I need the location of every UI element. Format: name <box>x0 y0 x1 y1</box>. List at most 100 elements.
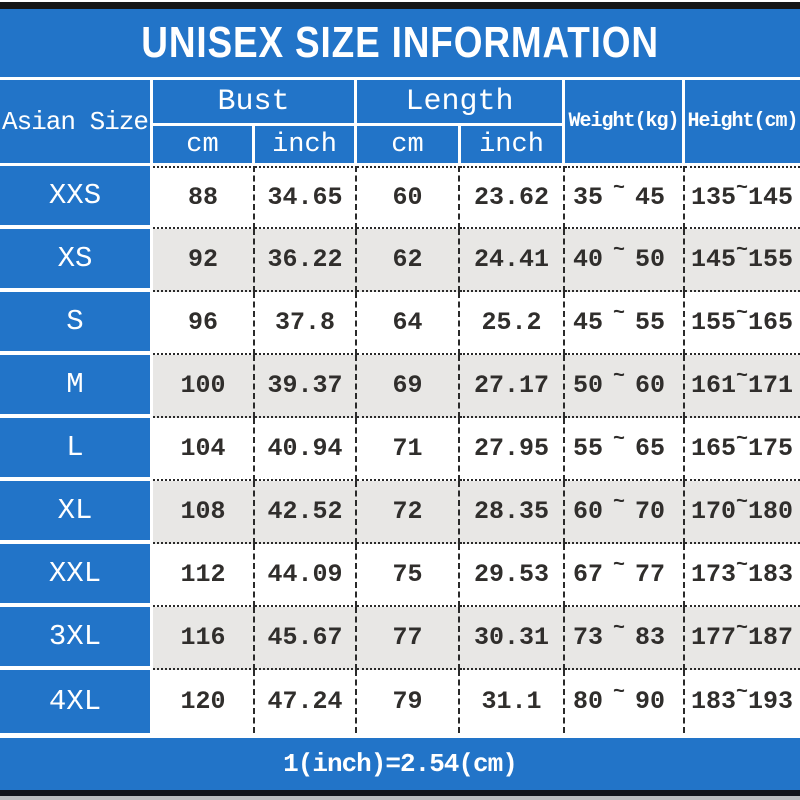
cell-length-inch: 30.31 <box>460 607 565 670</box>
size-label: S <box>0 292 153 355</box>
cell-bust-inch: 40.94 <box>255 418 357 481</box>
header-bust-inch: inch <box>255 126 354 163</box>
top-white-strip <box>0 0 800 2</box>
cell-length-inch: 23.62 <box>460 166 565 229</box>
table-row: XXL 112 44.09 75 29.53 67 ~77 173 ~183 <box>0 544 800 607</box>
cell-length-inch: 24.41 <box>460 229 565 292</box>
header-height: Height(cm) <box>685 80 800 163</box>
bottom-black-bar <box>0 790 800 796</box>
height-min: 161 <box>691 371 737 400</box>
table-row: L 104 40.94 71 27.95 55 ~65 165 ~175 <box>0 418 800 481</box>
height-max: 175 <box>748 434 794 463</box>
cell-bust-cm: 104 <box>153 418 255 481</box>
header-length-cm: cm <box>357 126 461 163</box>
tilde-separator: ~ <box>736 239 749 262</box>
title-banner: UNISEX SIZE INFORMATION <box>0 9 800 77</box>
height-max: 183 <box>748 560 794 589</box>
size-label: XL <box>0 481 153 544</box>
tilde-separator: ~ <box>612 681 625 704</box>
cell-bust-inch: 36.22 <box>255 229 357 292</box>
cell-height-range: 155 ~165 <box>685 292 800 355</box>
cell-height-range: 161 ~171 <box>685 355 800 418</box>
height-max: 171 <box>748 371 794 400</box>
size-label: M <box>0 355 153 418</box>
cell-height-range: 177 ~187 <box>685 607 800 670</box>
weight-max: 70 <box>634 497 665 526</box>
cell-length-cm: 79 <box>357 670 460 733</box>
table-row: XXS 88 34.65 60 23.62 35 ~45 135 ~145 <box>0 166 800 229</box>
weight-min: 73 <box>573 623 604 652</box>
weight-max: 90 <box>634 687 665 716</box>
tilde-separator: ~ <box>612 365 625 388</box>
header-weight: Weight(kg) <box>565 80 685 163</box>
cell-length-cm: 75 <box>357 544 460 607</box>
cell-weight-range: 40 ~50 <box>565 229 685 292</box>
tilde-separator: ~ <box>736 302 749 325</box>
tilde-separator: ~ <box>612 617 625 640</box>
header-bust-subrow: cm inch <box>153 126 354 163</box>
cell-length-cm: 60 <box>357 166 460 229</box>
header-bust-cm: cm <box>153 126 255 163</box>
height-max: 155 <box>748 245 794 274</box>
weight-max: 50 <box>634 245 665 274</box>
tilde-separator: ~ <box>612 491 625 514</box>
weight-max: 83 <box>634 623 665 652</box>
cell-bust-inch: 34.65 <box>255 166 357 229</box>
cell-height-range: 145 ~155 <box>685 229 800 292</box>
weight-min: 50 <box>573 371 604 400</box>
cell-length-inch: 28.35 <box>460 481 565 544</box>
tilde-separator: ~ <box>736 428 749 451</box>
cell-weight-range: 60 ~70 <box>565 481 685 544</box>
header-group-length: Length cm inch <box>357 80 565 163</box>
cell-length-cm: 64 <box>357 292 460 355</box>
tilde-separator: ~ <box>612 177 625 200</box>
cell-length-cm: 69 <box>357 355 460 418</box>
cell-length-cm: 62 <box>357 229 460 292</box>
cell-bust-cm: 96 <box>153 292 255 355</box>
bottom-gray-strip <box>0 796 800 800</box>
cell-height-range: 135 ~145 <box>685 166 800 229</box>
weight-max: 60 <box>634 371 665 400</box>
weight-min: 80 <box>573 687 604 716</box>
cell-length-cm: 72 <box>357 481 460 544</box>
divider <box>0 733 800 738</box>
cell-bust-cm: 88 <box>153 166 255 229</box>
header-bust-label: Bust <box>153 80 354 126</box>
cell-height-range: 173 ~183 <box>685 544 800 607</box>
tilde-separator: ~ <box>736 491 749 514</box>
tilde-separator: ~ <box>736 177 749 200</box>
weight-min: 67 <box>573 560 604 589</box>
weight-min: 60 <box>573 497 604 526</box>
divider <box>0 77 800 80</box>
tilde-separator: ~ <box>612 302 625 325</box>
size-label: XXL <box>0 544 153 607</box>
tilde-separator: ~ <box>736 681 749 704</box>
header-asian-size: Asian Size <box>0 80 153 163</box>
cell-length-inch: 29.53 <box>460 544 565 607</box>
cell-bust-cm: 92 <box>153 229 255 292</box>
weight-max: 77 <box>634 560 665 589</box>
cell-weight-range: 50 ~60 <box>565 355 685 418</box>
weight-max: 65 <box>634 434 665 463</box>
table-row: M 100 39.37 69 27.17 50 ~60 161 ~171 <box>0 355 800 418</box>
height-max: 180 <box>748 497 794 526</box>
conversion-footer: 1(inch)=2.54(cm) <box>0 738 800 790</box>
cell-bust-cm: 100 <box>153 355 255 418</box>
cell-height-range: 165 ~175 <box>685 418 800 481</box>
tilde-separator: ~ <box>612 428 625 451</box>
size-label: 3XL <box>0 607 153 670</box>
cell-bust-inch: 47.24 <box>255 670 357 733</box>
cell-weight-range: 35 ~45 <box>565 166 685 229</box>
weight-max: 45 <box>634 183 665 212</box>
cell-bust-cm: 112 <box>153 544 255 607</box>
tilde-separator: ~ <box>612 239 625 262</box>
cell-height-range: 183 ~193 <box>685 670 800 733</box>
size-label: 4XL <box>0 670 153 733</box>
weight-min: 45 <box>573 308 604 337</box>
height-min: 173 <box>691 560 737 589</box>
height-max: 193 <box>748 687 794 716</box>
cell-length-inch: 31.1 <box>460 670 565 733</box>
tilde-separator: ~ <box>612 554 625 577</box>
table-row: 4XL 120 47.24 79 31.1 80 ~90 183 ~193 <box>0 670 800 733</box>
